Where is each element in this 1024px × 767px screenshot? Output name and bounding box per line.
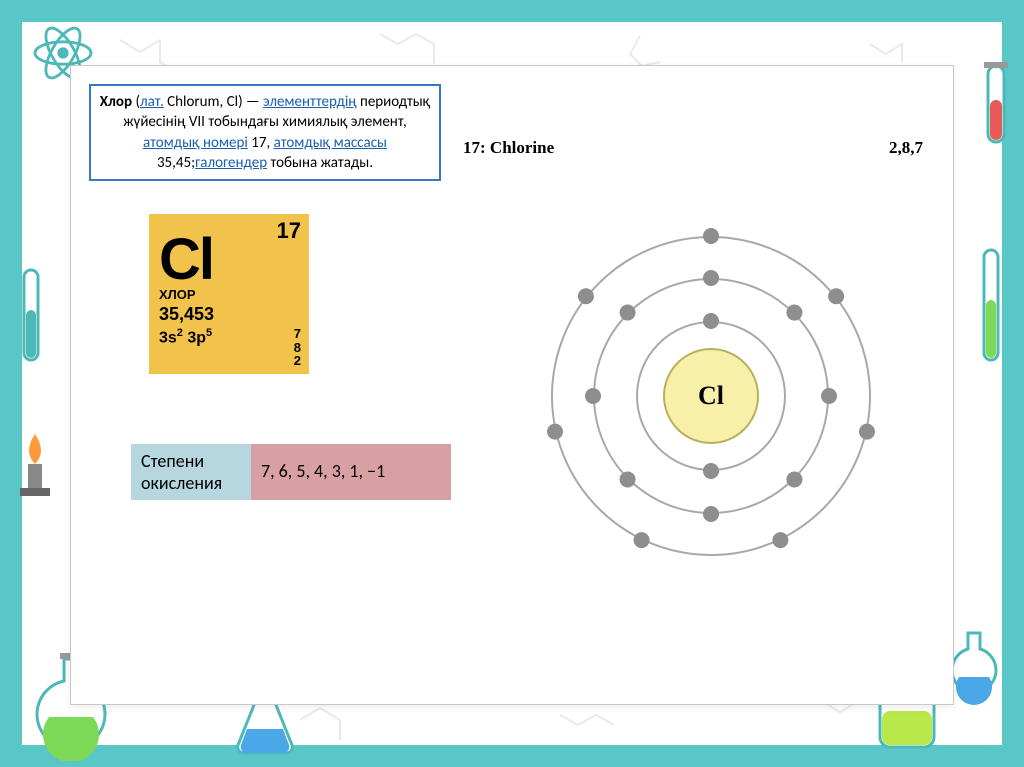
electron (620, 471, 636, 487)
halogen-link[interactable]: галогендер (195, 154, 267, 172)
header-row: 17: Chlorine 2,8,7 (463, 138, 923, 158)
nucleus-label: Cl (698, 381, 724, 411)
tile-shells: 782 (294, 327, 301, 368)
tile-mass: 35,453 (159, 304, 299, 325)
atommass-text: 35,45; (157, 154, 195, 172)
electron (859, 424, 875, 440)
oxidation-values: 7, 6, 5, 4, 3, 1, −1 (251, 444, 451, 500)
burner-icon (10, 430, 60, 500)
elements-link[interactable]: элементтердің (263, 93, 357, 111)
element-title: Хлор (100, 93, 132, 111)
electron-config-short: 2,8,7 (889, 138, 923, 158)
electron (703, 506, 719, 522)
electron (703, 270, 719, 286)
tile-config: 3s2 3p5 (159, 327, 299, 347)
electron (828, 288, 844, 304)
electron (703, 463, 719, 479)
periodic-tile: 17 Cl ХЛОР 35,453 3s2 3p5 782 (149, 214, 309, 374)
tube-rack-2-icon (962, 240, 1022, 380)
electron (585, 388, 601, 404)
electron (786, 305, 802, 321)
tile-atomic-number: 17 (277, 218, 301, 244)
electron (821, 388, 837, 404)
electron (703, 228, 719, 244)
atomnum-text: 17, (248, 134, 274, 152)
electron (634, 532, 650, 548)
atomic-mass-link[interactable]: атомдық массасы (274, 134, 387, 152)
element-heading: 17: Chlorine (463, 138, 554, 158)
nucleus: Cl (663, 348, 759, 444)
electron (703, 313, 719, 329)
electron (786, 471, 802, 487)
desc-tail: тобына жатады. (267, 154, 373, 172)
bohr-model: Cl (536, 221, 886, 571)
tube-rack-icon (2, 260, 62, 380)
tile-name: ХЛОР (159, 287, 299, 302)
electron (620, 305, 636, 321)
electron (772, 532, 788, 548)
description-box: Хлор (лат. Chlorum, Cl) — элементтердің … (89, 84, 441, 181)
oxidation-table: Степени окисления 7, 6, 5, 4, 3, 1, −1 (131, 444, 451, 500)
atomic-number-link[interactable]: атомдық номері (143, 134, 248, 152)
test-tube-icon (972, 60, 1020, 160)
electron (547, 424, 563, 440)
slide-content: Хлор (лат. Chlorum, Cl) — элементтердің … (70, 65, 954, 705)
latin-link[interactable]: лат. (140, 93, 164, 111)
electron (578, 288, 594, 304)
oxidation-label: Степени окисления (131, 444, 251, 500)
latin-text: Chlorum, Cl) — (164, 93, 260, 111)
